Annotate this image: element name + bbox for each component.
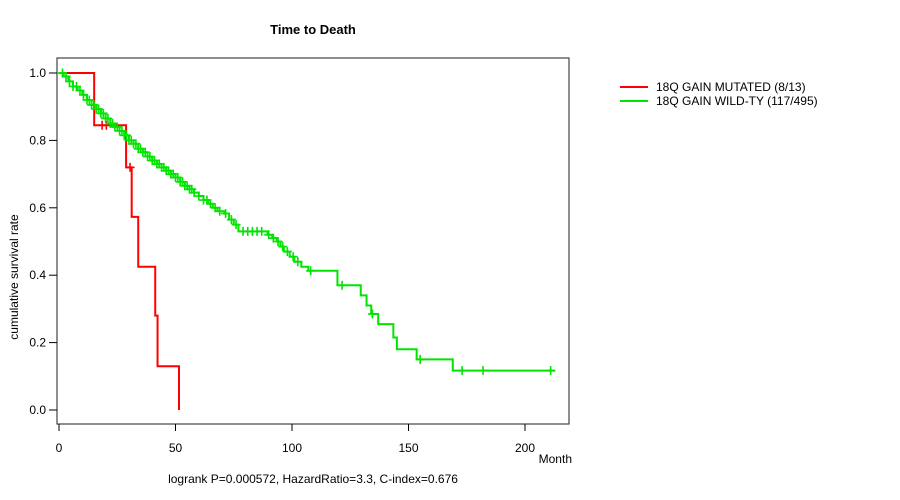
legend-item-wildtype: 18Q GAIN WILD-TY (117/495): [620, 94, 818, 108]
legend-item-mutated: 18Q GAIN MUTATED (8/13): [620, 80, 818, 94]
x-tick-label: 150: [398, 441, 418, 455]
legend-line-red-icon: [620, 86, 648, 88]
y-tick-label: 1.0: [29, 66, 46, 80]
y-tick-label: 0.6: [29, 201, 46, 215]
y-tick-label: 0.0: [29, 403, 46, 417]
legend-label-wildtype: 18Q GAIN WILD-TY (117/495): [656, 94, 818, 108]
legend: 18Q GAIN MUTATED (8/13) 18Q GAIN WILD-TY…: [620, 80, 818, 108]
chart-title: Time to Death: [270, 22, 356, 37]
survival-curve-mutated: [59, 72, 180, 410]
legend-line-green-icon: [620, 100, 648, 102]
y-tick-label: 0.2: [29, 336, 46, 350]
y-tick-label: 0.8: [29, 133, 46, 147]
x-tick-label: 200: [515, 441, 535, 455]
x-tick-label: 100: [282, 441, 302, 455]
plot-border: [56, 57, 570, 425]
survival-curve-wildtype: [59, 72, 556, 372]
x-axis-title: Month: [538, 452, 572, 466]
footer-stats: logrank P=0.000572, HazardRatio=3.3, C-i…: [168, 472, 458, 486]
y-tick-label: 0.4: [29, 268, 46, 282]
legend-label-mutated: 18Q GAIN MUTATED (8/13): [656, 80, 806, 94]
x-tick-label: 50: [169, 441, 183, 455]
x-tick-label: 0: [56, 441, 63, 455]
